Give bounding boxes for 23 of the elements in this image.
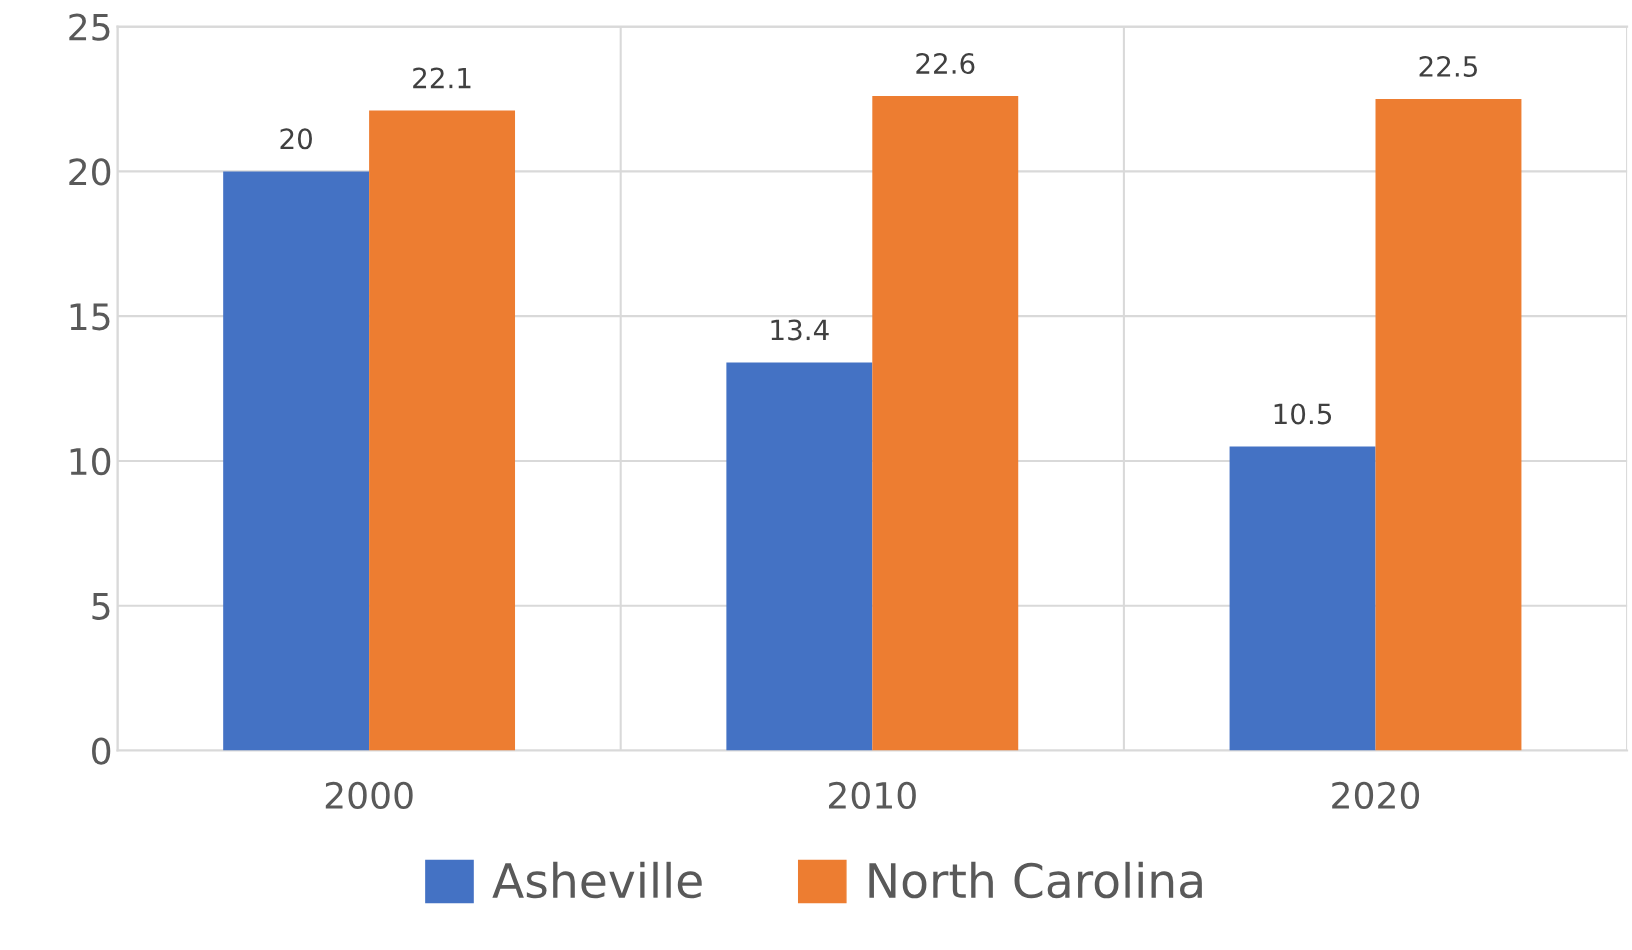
x-tick-label: 2010 xyxy=(829,781,916,810)
x-tick-label: 2000 xyxy=(325,781,413,810)
y-tick-label: 10 xyxy=(70,447,111,476)
x-tick-label: 2020 xyxy=(1332,781,1420,810)
bar xyxy=(369,110,516,751)
data-label: 22.6 xyxy=(916,53,975,75)
y-tick-label: 20 xyxy=(69,158,111,186)
legend-label: North Carolina xyxy=(869,861,1202,899)
data-label: 20 xyxy=(280,128,312,150)
bar xyxy=(223,171,370,751)
bar xyxy=(872,96,1019,751)
data-label: 22.1 xyxy=(413,67,471,89)
legend-label: Asheville xyxy=(492,861,702,899)
data-label: 13.4 xyxy=(771,319,829,341)
data-label: 22.5 xyxy=(1419,55,1477,77)
bar xyxy=(726,362,873,751)
bar xyxy=(1229,446,1376,751)
y-tick-label: 25 xyxy=(69,13,110,41)
y-tick-label: 5 xyxy=(92,593,110,620)
bar xyxy=(1375,98,1522,751)
y-tick-label: 15 xyxy=(70,303,110,331)
data-label: 10.5 xyxy=(1274,403,1332,425)
y-tick-label: 0 xyxy=(92,737,111,765)
